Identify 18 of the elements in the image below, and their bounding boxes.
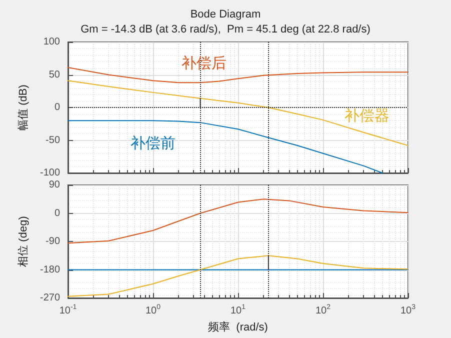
chart-subtitle: Gm = -14.3 dB (at 3.6 rad/s), Pm = 45.1 deg (at 22.8 rad/s) xyxy=(80,24,370,36)
y-tick-label: 0 xyxy=(54,208,60,219)
annotation: 补偿器 xyxy=(344,106,390,124)
annotation: 补偿前 xyxy=(130,134,176,152)
y-tick-label: -90 xyxy=(46,236,60,247)
y-tick-label: 0 xyxy=(54,102,60,113)
x-axis-title: 频率 (rad/s) xyxy=(208,320,268,334)
y-tick-label: -180 xyxy=(40,264,60,276)
y-axis-title: 相位 (deg) xyxy=(16,216,30,267)
chart-title: Bode Diagram xyxy=(190,8,261,20)
y-tick-label: -270 xyxy=(40,292,60,304)
y-axis-title: 幅值 (dB) xyxy=(18,84,30,130)
y-tick-label: 100 xyxy=(43,36,60,48)
annotation: 补偿后 xyxy=(182,54,226,72)
y-tick-label: 90 xyxy=(48,180,60,190)
y-tick-label: 50 xyxy=(48,69,60,80)
y-tick-label: -50 xyxy=(46,134,60,146)
y-tick-label: -100 xyxy=(40,168,60,178)
